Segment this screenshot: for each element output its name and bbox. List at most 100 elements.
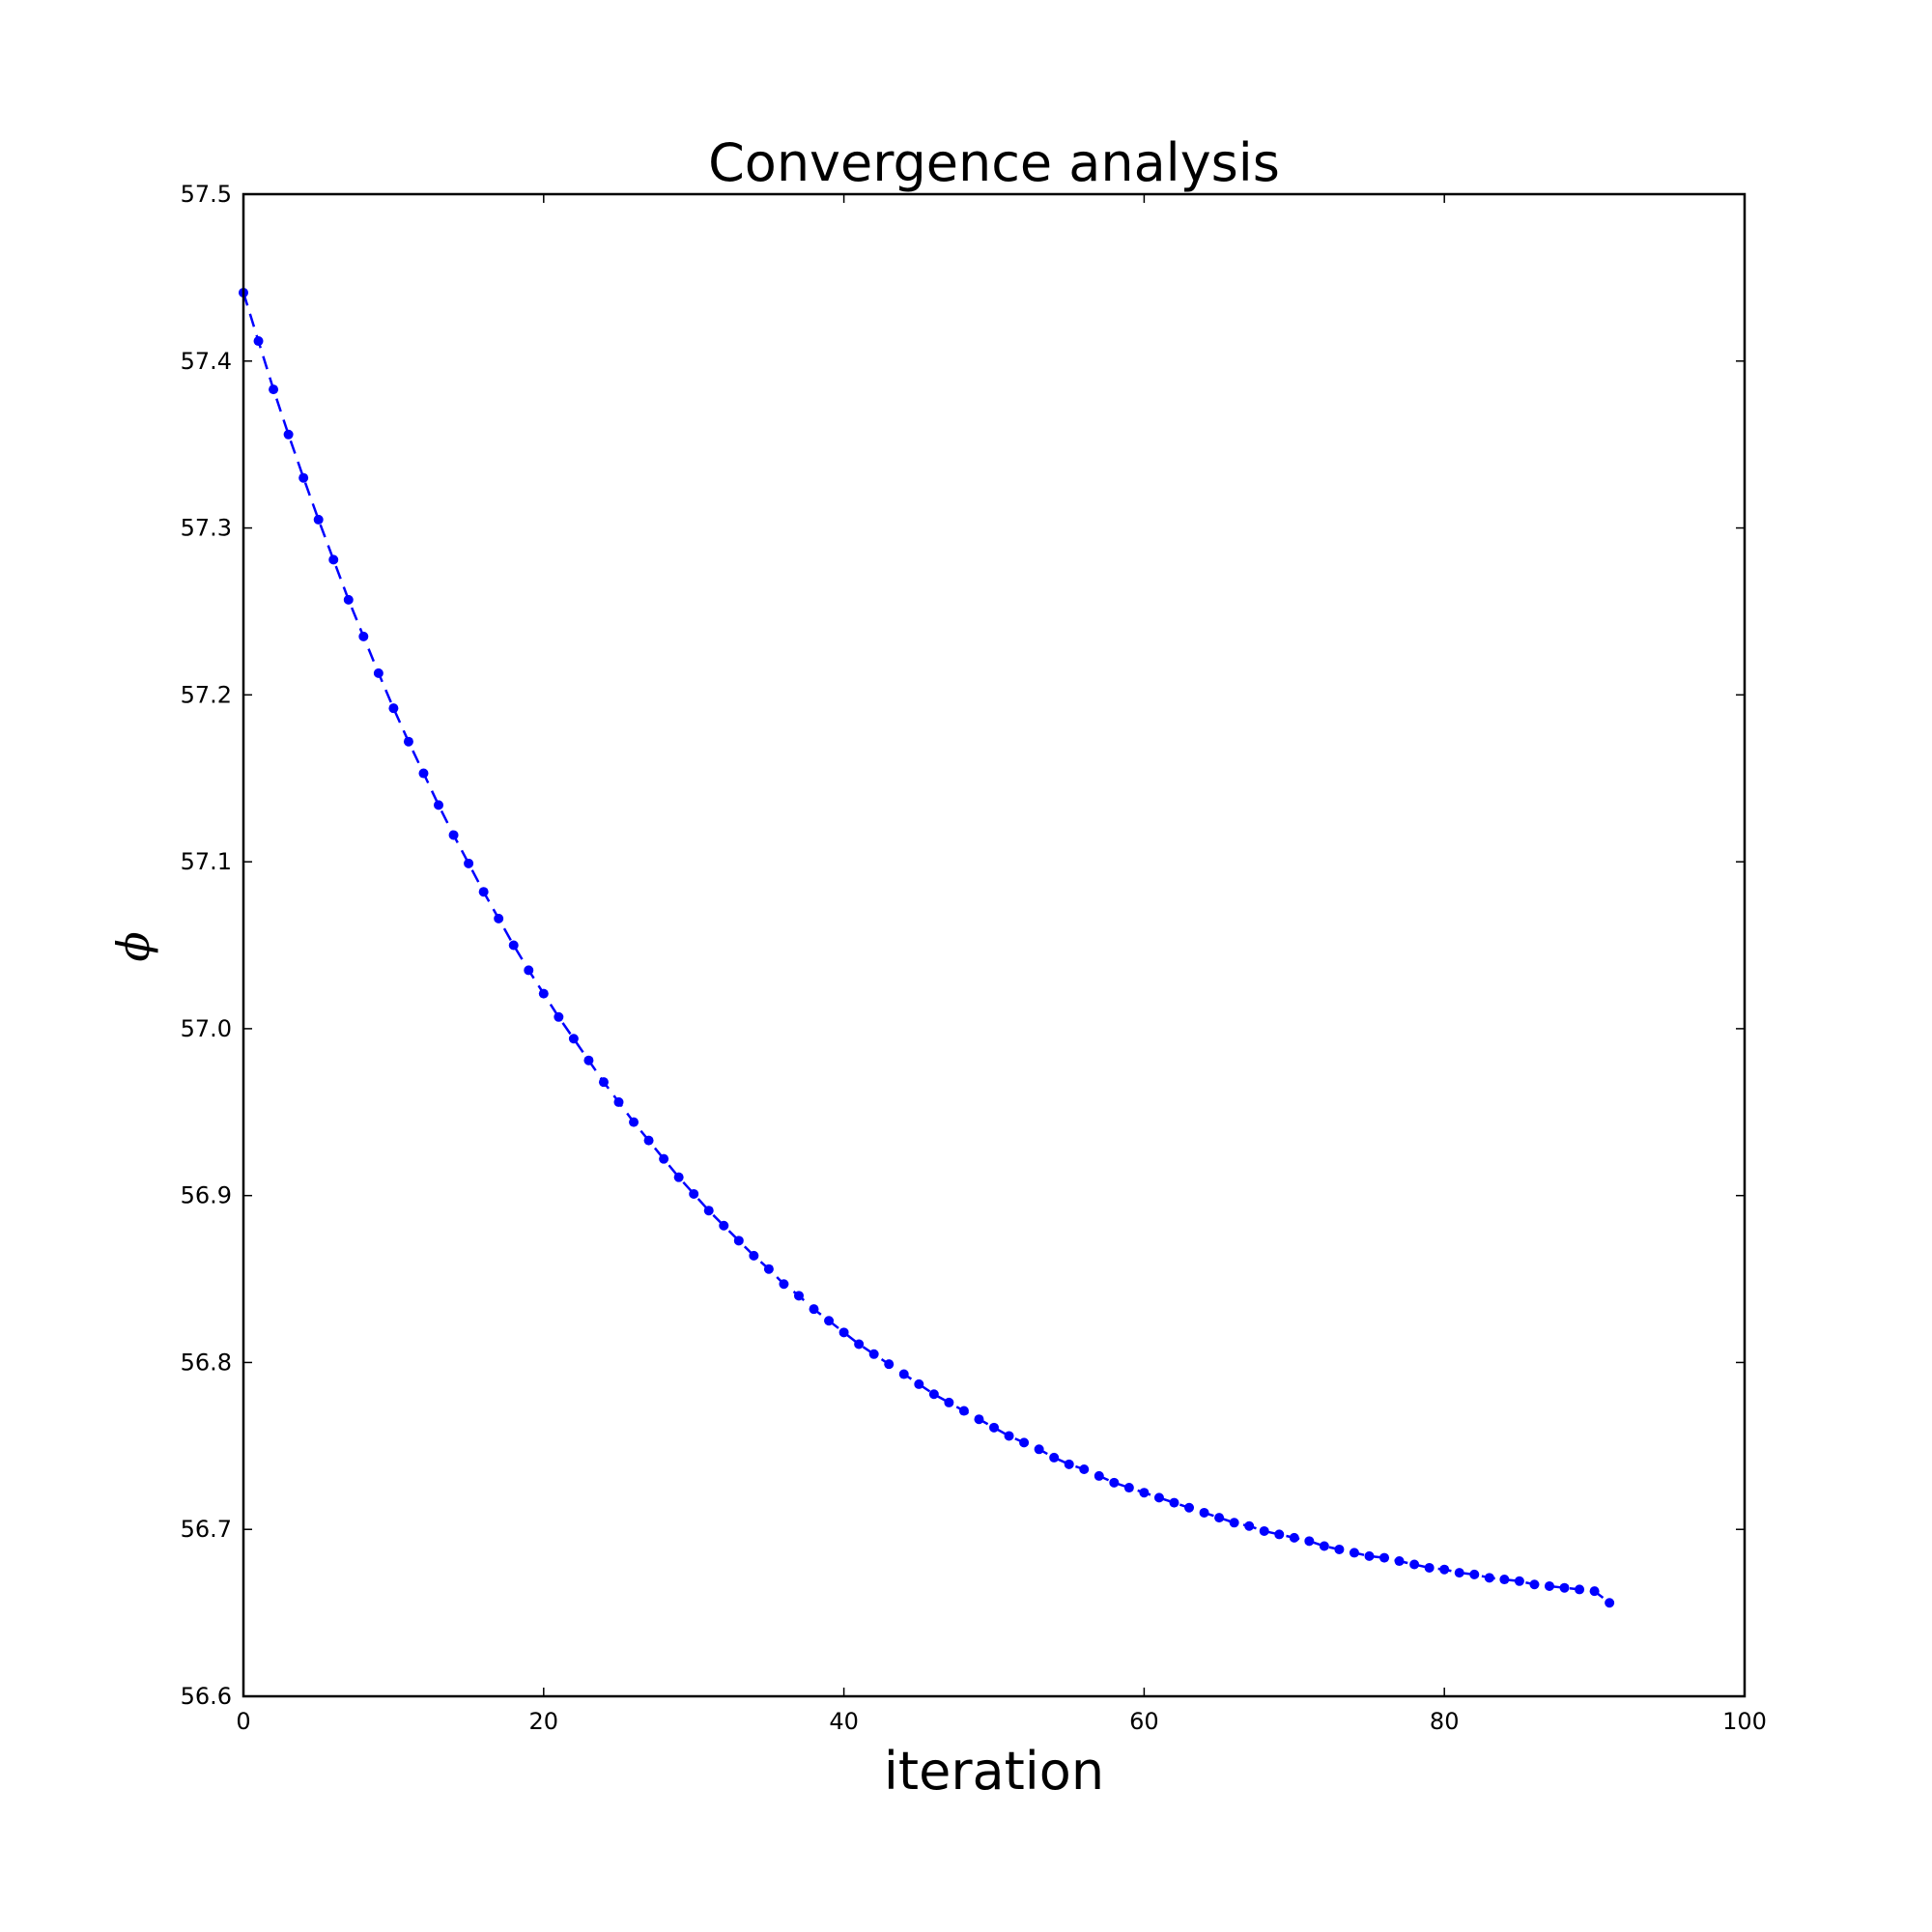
data-point [659, 1153, 669, 1164]
data-point [1379, 1552, 1390, 1563]
data-point [1559, 1582, 1570, 1593]
data-point [1334, 1544, 1345, 1554]
data-point [793, 1291, 804, 1301]
data-point [1049, 1452, 1060, 1463]
data-point [388, 703, 399, 714]
data-point [763, 1264, 774, 1274]
data-point [673, 1172, 684, 1182]
data-point [1529, 1579, 1540, 1590]
y-axis-label: ϕ [107, 931, 159, 961]
data-point [1079, 1464, 1090, 1475]
data-point [1153, 1492, 1164, 1503]
data-point [403, 736, 413, 747]
data-point [944, 1397, 954, 1407]
data-point [1034, 1444, 1044, 1455]
data-point [508, 940, 519, 951]
data-point [373, 668, 384, 678]
data-point [1394, 1556, 1405, 1567]
y-tick-label: 56.8 [181, 1349, 232, 1376]
data-point [418, 768, 429, 779]
data-point [283, 429, 294, 440]
data-point [1109, 1477, 1120, 1488]
series-layer [239, 287, 1615, 1608]
data-point [313, 514, 324, 525]
chart-title: Convergence analysis [708, 132, 1280, 193]
y-tick-label: 57.5 [181, 181, 232, 208]
data-point [1004, 1431, 1014, 1441]
data-point [1064, 1459, 1074, 1469]
data-point [1349, 1548, 1359, 1558]
data-point [1199, 1507, 1209, 1518]
x-tick-label: 60 [1129, 1708, 1159, 1735]
data-point [1289, 1532, 1299, 1543]
data-point [1244, 1520, 1255, 1531]
data-point [269, 384, 279, 395]
x-tick-label: 40 [829, 1708, 859, 1735]
data-point [989, 1422, 999, 1433]
data-point [568, 1034, 579, 1044]
data-point [1544, 1580, 1554, 1591]
data-point [914, 1378, 924, 1389]
x-axis-label: iteration [884, 1741, 1104, 1802]
data-point [643, 1135, 654, 1146]
data-point [448, 830, 459, 840]
x-tick-label: 20 [529, 1708, 559, 1735]
y-tick-label: 56.7 [181, 1516, 232, 1543]
data-point [1605, 1598, 1615, 1608]
data-point [1214, 1513, 1225, 1523]
data-point [1589, 1586, 1600, 1597]
data-point [1454, 1568, 1464, 1578]
data-point [464, 858, 474, 868]
data-point [884, 1359, 895, 1370]
axes-layer: 0 20 40 60 80 100 56.6 56.7 56.8 56.9 57.0 57.1 57.2… [181, 181, 1767, 1735]
data-point [1139, 1488, 1150, 1498]
y-tick-label: 57.2 [181, 681, 232, 708]
data-point [749, 1250, 759, 1261]
data-point [328, 554, 339, 565]
data-point [358, 631, 369, 641]
data-point [1169, 1497, 1179, 1508]
data-point [1469, 1569, 1480, 1579]
x-tick-label: 80 [1430, 1708, 1460, 1735]
y-tick-label: 56.6 [181, 1683, 232, 1710]
data-point [1319, 1541, 1329, 1551]
data-point [1019, 1437, 1030, 1448]
y-tick-label: 57.3 [181, 515, 232, 542]
data-point [598, 1077, 609, 1088]
data-point [298, 472, 309, 483]
data-point [974, 1414, 984, 1425]
data-point [1439, 1564, 1450, 1575]
x-tick-label: 100 [1722, 1708, 1767, 1735]
data-point [434, 800, 444, 810]
data-point [538, 988, 549, 999]
data-point [1364, 1550, 1375, 1561]
data-point [613, 1096, 624, 1107]
data-point [1274, 1529, 1285, 1540]
data-point [629, 1117, 639, 1127]
y-tick-label: 57.4 [181, 348, 232, 375]
data-point [1184, 1502, 1195, 1513]
data-point [733, 1236, 744, 1246]
data-point [689, 1188, 699, 1199]
data-point [838, 1327, 849, 1338]
data-point [253, 336, 264, 347]
data-point [583, 1055, 594, 1065]
axes-frame [242, 192, 1747, 1698]
y-tick-label: 57.0 [181, 1015, 232, 1042]
data-point [868, 1349, 879, 1359]
data-point [1259, 1525, 1269, 1536]
data-point [1575, 1584, 1585, 1595]
data-point [958, 1406, 969, 1416]
data-point [1424, 1562, 1435, 1573]
data-point [703, 1206, 714, 1216]
data-point [1123, 1483, 1134, 1493]
data-point [898, 1369, 909, 1379]
data-point [524, 965, 534, 976]
data-point [494, 913, 504, 923]
data-point [928, 1389, 939, 1400]
y-tick-label: 56.9 [181, 1182, 232, 1209]
data-point [809, 1304, 819, 1315]
data-point [343, 594, 354, 605]
y-tick-label: 57.1 [181, 848, 232, 875]
